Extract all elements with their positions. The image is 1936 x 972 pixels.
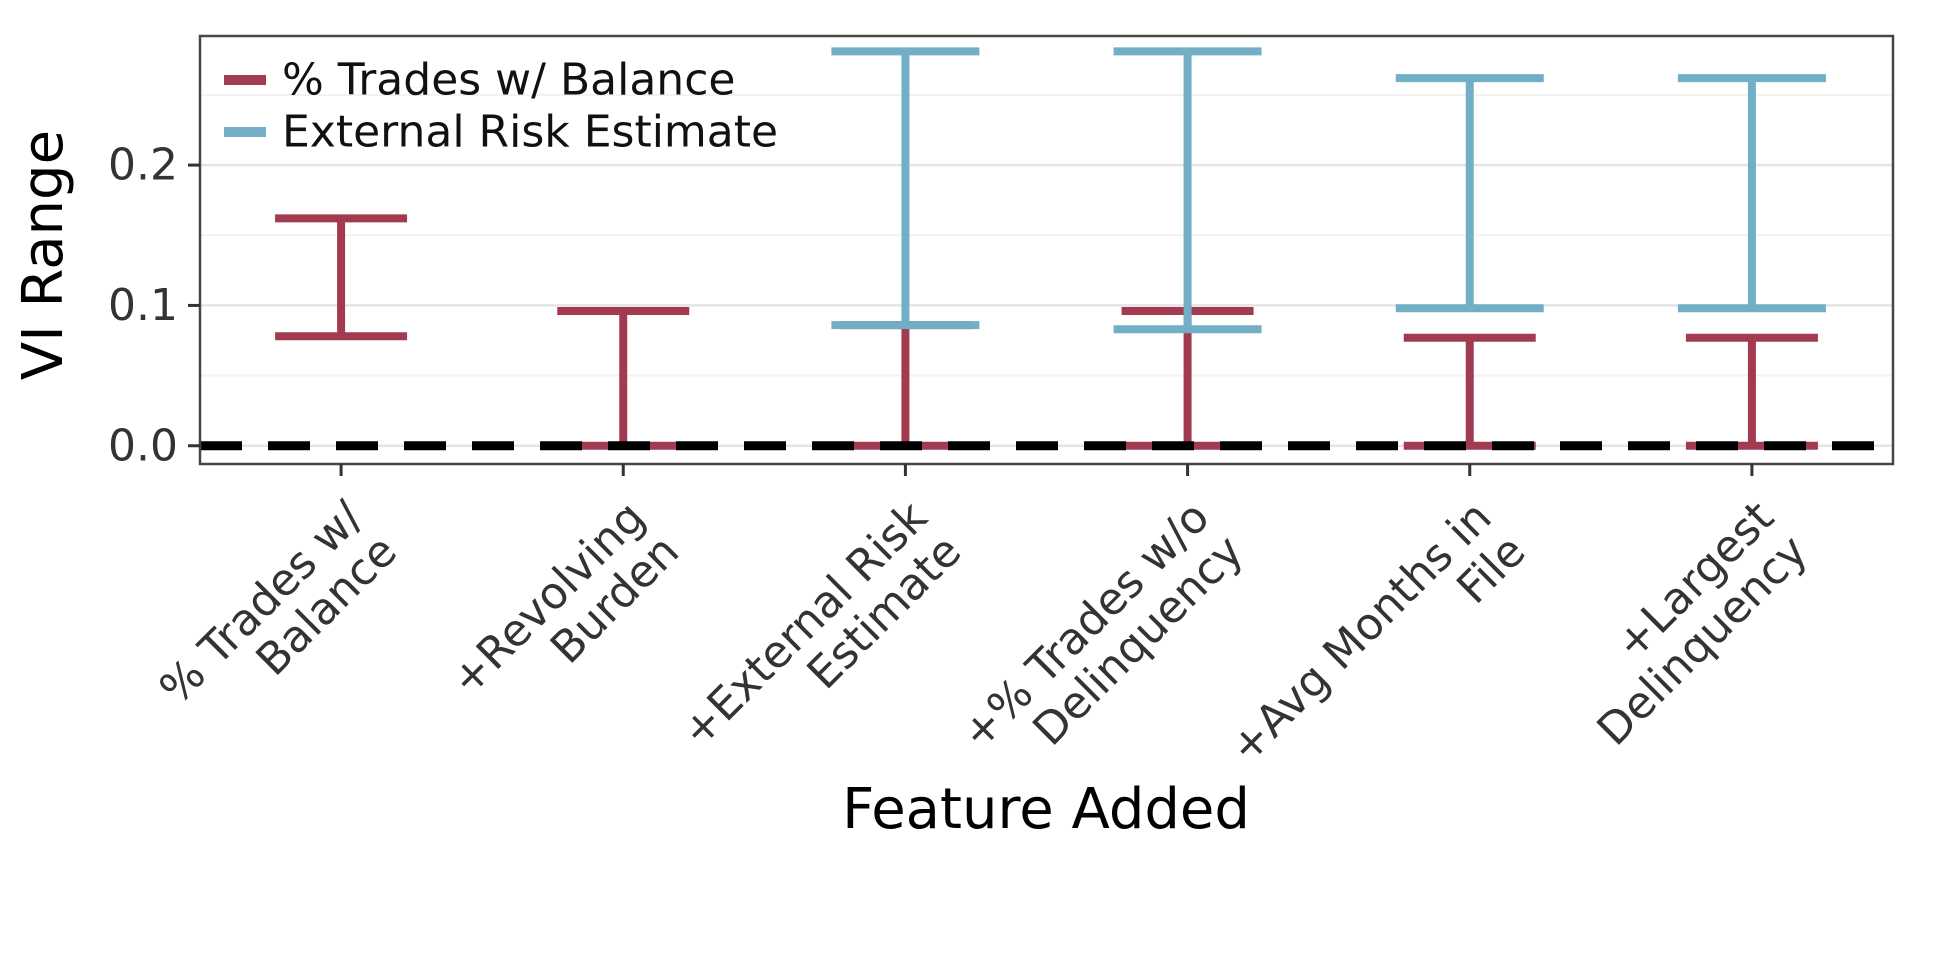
panel-frame-layer <box>198 34 1895 466</box>
legend: % Trades w/ Balance External Risk Estima… <box>224 55 778 158</box>
y-tick-label: 0.2 <box>108 140 178 191</box>
x-category-label-line: +Avg Months in <box>1220 492 1502 774</box>
y-tick-label: 0.1 <box>108 280 178 331</box>
grid-layer <box>200 36 1893 464</box>
errorbar-series1-cat3 <box>1113 47 1262 334</box>
errorbar-series1-cat5 <box>1677 74 1826 313</box>
errorbar-series1-cat4 <box>1395 74 1544 313</box>
errorbar-series0-cat0 <box>275 214 408 341</box>
panel-border <box>198 34 1895 466</box>
x-category-label: +RevolvingBurden <box>441 492 689 740</box>
y-tick-label: 0.0 <box>108 420 178 471</box>
x-category-label: +% Trades w/oDelinquency <box>952 492 1254 794</box>
errorbars-layer <box>275 47 1826 450</box>
errorbar-series1-cat2 <box>831 47 980 330</box>
legend-label-trades: % Trades w/ Balance <box>282 55 735 106</box>
x-category-label: % Trades w/Balance <box>150 492 407 749</box>
plot-panel <box>200 36 1893 464</box>
x-axis-title: Feature Added <box>842 777 1250 842</box>
x-category-label: +LargestDelinquency <box>1554 492 1818 756</box>
x-category-label: +External RiskEstimate <box>672 491 972 791</box>
legend-label-external: External Risk Estimate <box>282 107 778 158</box>
x-category-label: +Avg Months inFile <box>1220 492 1536 808</box>
y-axis-title: VI Range <box>11 130 76 380</box>
